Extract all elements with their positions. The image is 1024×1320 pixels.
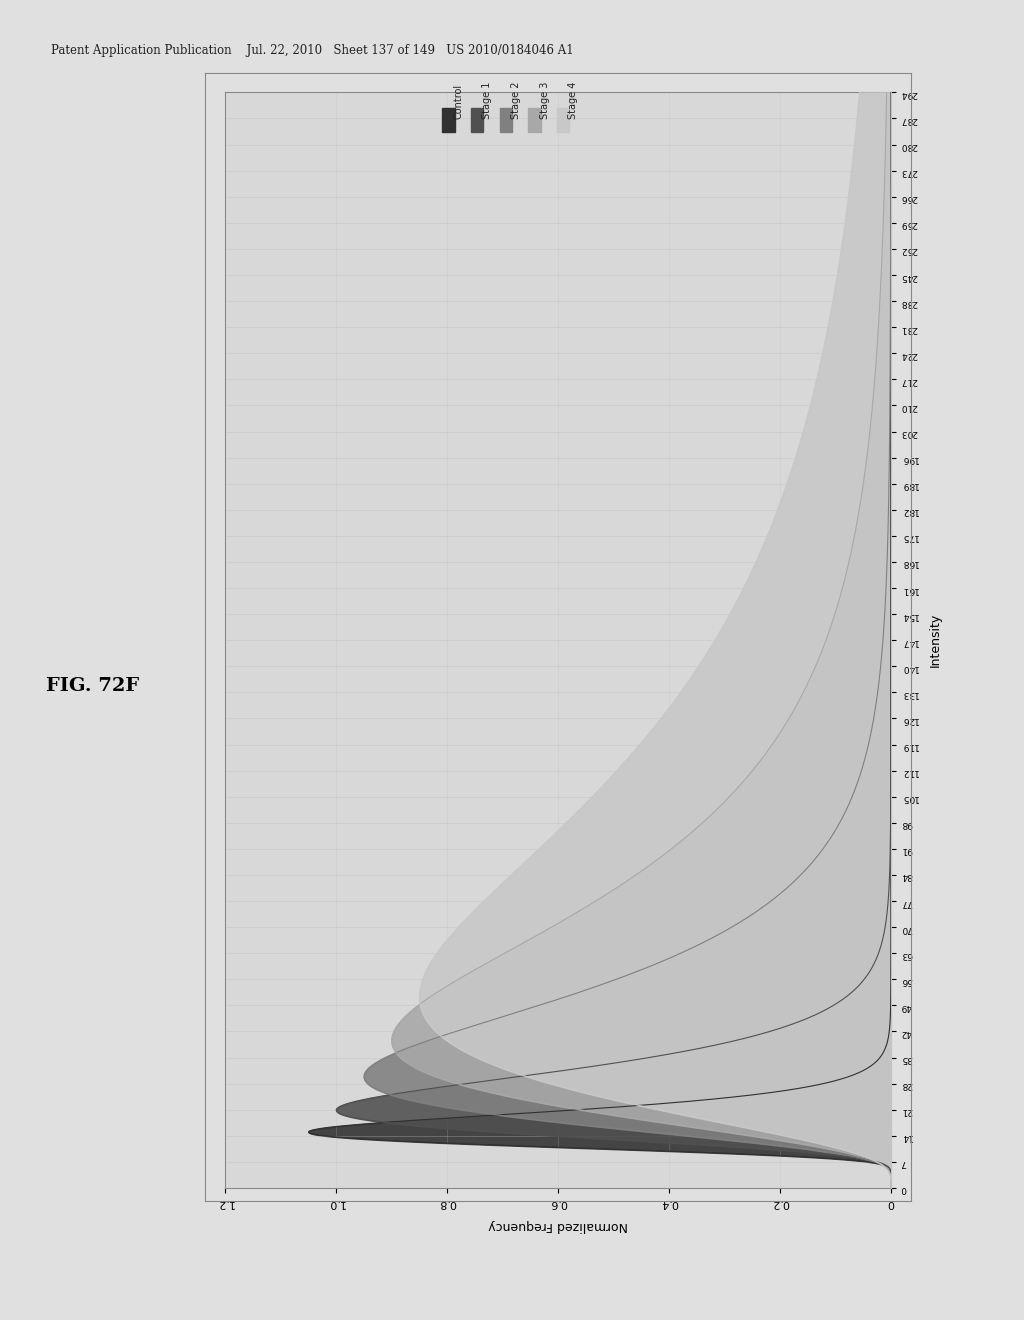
Text: Patent Application Publication    Jul. 22, 2010   Sheet 137 of 149   US 2010/018: Patent Application Publication Jul. 22, … [51, 44, 573, 57]
Text: FIG. 72F: FIG. 72F [46, 677, 138, 696]
Y-axis label: Intensity: Intensity [929, 612, 942, 668]
Text: Stage 3: Stage 3 [540, 82, 550, 119]
Text: Control: Control [454, 83, 464, 119]
X-axis label: Normalized Frequency: Normalized Frequency [488, 1218, 628, 1232]
Text: Stage 2: Stage 2 [511, 82, 521, 119]
Text: Stage 1: Stage 1 [482, 82, 493, 119]
Text: Stage 4: Stage 4 [568, 82, 579, 119]
